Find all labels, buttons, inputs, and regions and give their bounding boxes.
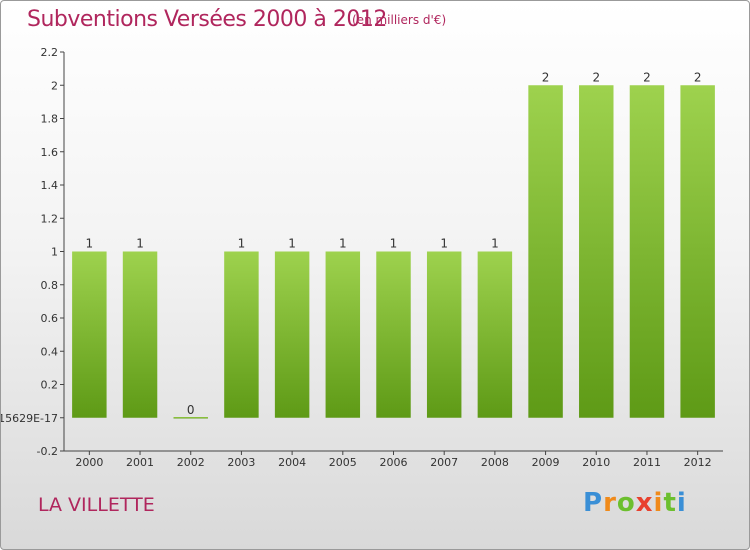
- data-label-2001: 1: [136, 237, 144, 251]
- logo-letter-0: P: [583, 488, 604, 518]
- axes: 2.2 2 1.8 1.6 1.4 1.2 1 0.8 0.6 0.4 0.2 -1.15629E-1…: [1, 46, 723, 469]
- proxiti-logo[interactable]: Proxiti: [583, 488, 687, 518]
- bars: [72, 85, 715, 419]
- x-tick-label-2000: 2000: [75, 456, 103, 469]
- bar-2008: [477, 251, 513, 418]
- y-tick-label-3: 1.6: [41, 146, 59, 159]
- bar-2003: [224, 251, 259, 418]
- y-tick-label-9: 0.4: [41, 345, 59, 358]
- y-tick-label-12: -0.2: [37, 445, 58, 458]
- logo-letter-4: i: [653, 488, 664, 518]
- logo-letter-2: o: [616, 488, 636, 518]
- data-label-2006: 1: [390, 237, 398, 251]
- logo-letter-3: x: [635, 488, 654, 518]
- x-tick-label-2011: 2011: [633, 456, 661, 469]
- bar-2012: [680, 85, 715, 418]
- x-tick-label-2008: 2008: [481, 456, 509, 469]
- commune-name: LA VILLETTE: [38, 494, 155, 516]
- bar-2004: [274, 251, 310, 418]
- data-label-2007: 1: [440, 237, 448, 251]
- data-label-2008: 1: [491, 237, 499, 251]
- x-tick-label-2010: 2010: [582, 456, 610, 469]
- x-tick-label-2002: 2002: [177, 456, 205, 469]
- data-label-2009: 2: [542, 70, 550, 84]
- y-tick-label-6: 1: [51, 246, 58, 259]
- x-tick-label-2012: 2012: [684, 456, 712, 469]
- bar-2010: [579, 85, 614, 418]
- x-tick-label-2005: 2005: [329, 456, 357, 469]
- logo-letter-6: i: [676, 488, 687, 518]
- data-label-2012: 2: [694, 70, 702, 84]
- y-tick-label-8: 0.6: [41, 312, 59, 325]
- x-tick-label-2003: 2003: [227, 456, 255, 469]
- logo-letter-1: r: [603, 488, 617, 518]
- bar-2000: [72, 251, 107, 418]
- y-tick-label-1: 2: [51, 79, 58, 92]
- y-tick-label-11: -1.15629E-17: [1, 412, 58, 425]
- y-tick-label-2: 1.8: [41, 113, 59, 126]
- y-tick-label-4: 1.4: [41, 179, 59, 192]
- y-tick-label-5: 1.2: [41, 212, 59, 225]
- y-tick-label-10: 0.2: [41, 379, 59, 392]
- data-label-2010: 2: [592, 70, 600, 84]
- y-tick-label-0: 2.2: [41, 46, 59, 59]
- data-label-2011: 2: [643, 70, 651, 84]
- bar-2007: [426, 251, 462, 418]
- x-tick-label-2004: 2004: [278, 456, 306, 469]
- bar-2005: [325, 251, 361, 418]
- data-label-2005: 1: [339, 237, 347, 251]
- chart-title: Subventions Versées 2000 à 2012: [27, 7, 387, 32]
- bar-2001: [122, 251, 158, 418]
- bar-2011: [629, 85, 665, 418]
- data-label-2003: 1: [238, 237, 246, 251]
- x-tick-label-2009: 2009: [532, 456, 560, 469]
- labels: 1 1 0 1 1 1 1 1 1 2 2 2 2: [86, 70, 702, 417]
- unit-label: (en milliers d'€): [352, 13, 447, 27]
- bar-2006: [376, 251, 411, 418]
- x-tick-label-2007: 2007: [430, 456, 458, 469]
- bar-2009: [528, 85, 563, 418]
- x-tick-label-2006: 2006: [380, 456, 408, 469]
- y-tick-label-7: 0.8: [41, 279, 59, 292]
- bar-2002: [173, 417, 208, 419]
- logo-letter-5: t: [663, 488, 677, 518]
- data-label-2002: 0: [187, 403, 195, 417]
- data-label-2000: 1: [86, 237, 94, 251]
- x-tick-label-2001: 2001: [126, 456, 154, 469]
- data-label-2004: 1: [288, 237, 296, 251]
